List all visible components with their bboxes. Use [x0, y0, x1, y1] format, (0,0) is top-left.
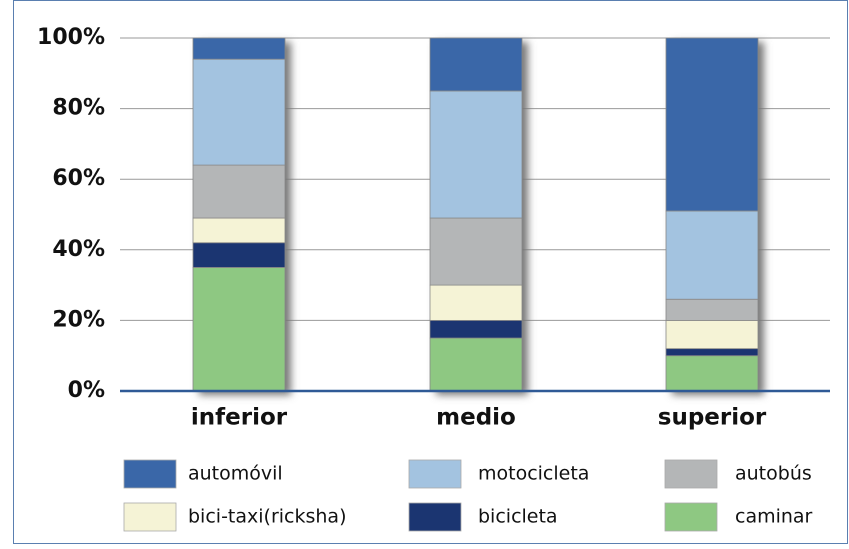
- bar-segment: [429, 319, 523, 339]
- legend-label: caminar: [735, 506, 813, 528]
- bar-segment: [429, 37, 523, 92]
- legend-swatch: [123, 502, 177, 532]
- bar-segment: [429, 284, 523, 321]
- bar-segment: [192, 217, 286, 244]
- bar-segment: [665, 319, 759, 350]
- bar-segment: [192, 164, 286, 219]
- y-tick-label: 0%: [68, 378, 105, 403]
- x-tick-label: superior: [658, 405, 767, 431]
- bar-segment: [665, 348, 759, 357]
- bar-segment: [192, 37, 286, 60]
- x-tick-label: inferior: [191, 405, 288, 431]
- bar-segment: [192, 58, 286, 166]
- bar-segment: [665, 298, 759, 321]
- frame: [13, 0, 848, 544]
- legend-swatch: [664, 502, 718, 532]
- legend-label: automóvil: [188, 463, 283, 485]
- y-tick-label: 20%: [52, 307, 105, 332]
- legend-label: motocicleta: [478, 463, 589, 485]
- bar-segment: [665, 210, 759, 300]
- x-tick-label: medio: [436, 405, 516, 431]
- y-tick-label: 40%: [52, 237, 105, 262]
- bar-segment: [192, 267, 286, 392]
- legend-swatch: [408, 502, 462, 532]
- y-tick-label: 60%: [52, 166, 105, 191]
- y-tick-label: 100%: [37, 25, 105, 50]
- legend-swatch: [123, 459, 177, 489]
- bar-segment: [429, 217, 523, 286]
- bar-segment: [192, 242, 286, 268]
- bar-segment: [665, 355, 759, 392]
- bar-segment: [429, 337, 523, 392]
- bar-segment: [429, 90, 523, 219]
- bar-segment: [665, 37, 759, 212]
- y-tick-label: 80%: [52, 96, 105, 121]
- legend-swatch: [408, 459, 462, 489]
- legend-label: autobús: [735, 463, 812, 485]
- legend-swatch: [664, 459, 718, 489]
- legend-label: bicicleta: [478, 506, 558, 528]
- legend-label: bici-taxi(ricksha): [188, 506, 347, 528]
